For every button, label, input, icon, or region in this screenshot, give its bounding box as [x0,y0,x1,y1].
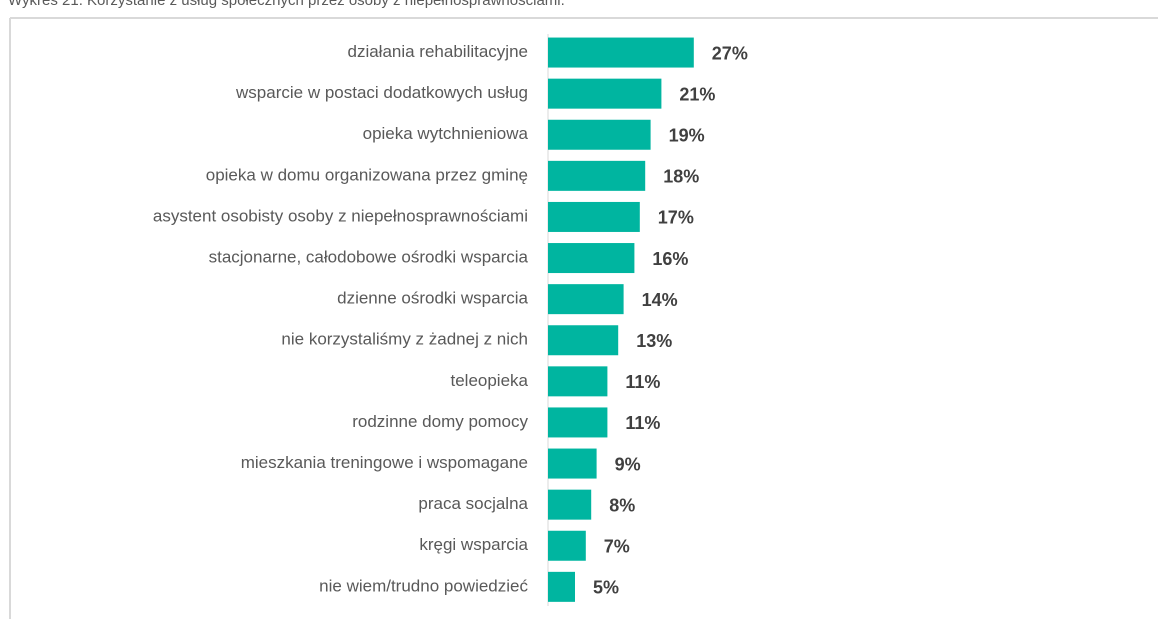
category-label: nie korzystaliśmy z żadnej z nich [281,330,528,349]
value-label: 14% [642,290,678,310]
bar [548,37,694,68]
bar [548,325,619,356]
category-label: stacjonarne, całodobowe ośrodki wsparcia [209,248,529,267]
bar [548,284,624,315]
value-label: 11% [625,413,660,433]
category-label: dzienne ośrodki wsparcia [337,289,528,308]
bar [548,366,608,397]
category-label: rodzinne domy pomocy [352,412,528,431]
bar [548,407,608,438]
chart-title: Wykres 21. Korzystanie z usług społeczny… [8,0,565,9]
bar [548,119,651,150]
value-label: 11% [625,372,660,392]
value-label: 18% [663,167,699,187]
value-label: 5% [593,578,619,598]
value-label: 9% [615,454,641,474]
value-label: 13% [636,331,672,351]
category-label: mieszkania treningowe i wspomagane [241,453,528,472]
value-label: 8% [609,495,635,515]
value-label: 16% [652,249,688,269]
category-label: praca socjalna [418,494,528,513]
value-label: 21% [679,84,715,104]
bar [548,201,640,232]
bar [548,243,635,274]
value-label: 27% [712,43,748,63]
category-label: działania rehabilitacyjne [347,42,528,61]
bar [548,78,662,109]
category-label: asystent osobisty osoby z niepełnosprawn… [153,206,528,225]
value-label: 17% [658,208,694,228]
bar [548,160,646,191]
value-label: 7% [604,537,630,557]
category-label: opieka w domu organizowana przez gminę [206,165,528,184]
bar [548,530,586,561]
bar [548,571,575,602]
category-label: wsparcie w postaci dodatkowych usług [235,83,528,102]
category-label: teleopieka [450,371,528,390]
category-label: opieka wytchnieniowa [363,124,529,143]
category-label: kręgi wsparcia [419,535,528,554]
category-label: nie wiem/trudno powiedzieć [319,576,528,595]
value-label: 19% [669,126,705,146]
bar [548,489,592,520]
bar [548,448,597,479]
